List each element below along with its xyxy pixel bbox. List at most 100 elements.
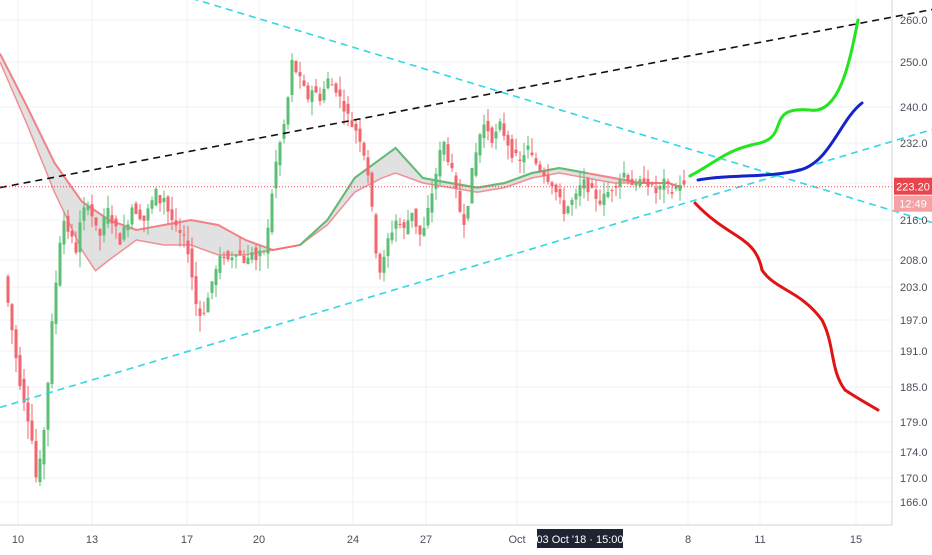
candle-body-134 — [538, 164, 542, 171]
candle-body-52 — [210, 281, 214, 293]
candle-body-38 — [154, 188, 158, 206]
candle-body-12 — [50, 321, 54, 385]
candle-body-131 — [526, 145, 530, 150]
x-tick-label-7: 8 — [685, 534, 691, 546]
x-tick-label-6: Oct — [508, 534, 525, 546]
candle-body-67 — [270, 193, 274, 233]
candle-body-159 — [638, 179, 642, 187]
candle-body-85 — [342, 100, 346, 112]
candle-body-2 — [10, 304, 14, 331]
candle-body-68 — [274, 161, 278, 189]
candle-body-103 — [414, 208, 418, 227]
y-tick-label-12: 240.0 — [900, 102, 928, 114]
candle-body-166 — [666, 181, 670, 184]
ema-band-fill — [0, 53, 682, 271]
y-tick-label-13: 250.0 — [900, 57, 928, 69]
candle-body-115 — [462, 214, 466, 225]
candle-body-86 — [346, 103, 350, 114]
candle-body-4 — [18, 355, 22, 387]
candle-body-93 — [374, 214, 378, 254]
candle-body-44 — [178, 230, 182, 233]
y-tick-label-8: 208.0 — [900, 255, 928, 267]
candle-body-56 — [226, 251, 230, 260]
candle-body-72 — [290, 59, 294, 96]
candle-body-143 — [574, 193, 578, 200]
candle-body-148 — [594, 189, 598, 199]
candle-body-161 — [646, 178, 650, 187]
candle-body-22 — [90, 204, 94, 217]
candle-body-122 — [490, 127, 494, 143]
x-tick-label-4: 24 — [347, 534, 359, 546]
candle-body-19 — [78, 222, 82, 253]
candle-body-118 — [474, 152, 478, 176]
candle-body-25 — [102, 216, 106, 236]
candle-body-140 — [562, 200, 566, 215]
candle-body-168 — [674, 186, 678, 189]
trendline-black-upper — [0, 8, 932, 189]
candle-body-104 — [418, 225, 422, 235]
trendline-cyan-descending — [194, 0, 932, 224]
candle-body-145 — [582, 179, 586, 189]
crosshair-time-badge — [537, 529, 623, 548]
candle-body-76 — [306, 85, 310, 100]
trendline-cyan-ascending — [0, 128, 932, 409]
candle-body-33 — [134, 203, 138, 215]
candle-body-123 — [494, 131, 498, 139]
candle-body-11 — [46, 382, 50, 430]
candle-body-101 — [406, 220, 410, 234]
candle-body-105 — [422, 227, 426, 236]
candle-body-74 — [298, 72, 302, 77]
candle-body-36 — [146, 208, 150, 221]
last-price-label: 223.20 — [896, 182, 930, 194]
candle-body-30 — [122, 226, 126, 240]
candle-body-94 — [378, 253, 382, 273]
forecast-bearish-curve — [693, 201, 880, 412]
candle-body-98 — [394, 220, 398, 229]
y-tick-label-0: 166.0 — [900, 497, 928, 509]
candle-body-69 — [278, 142, 282, 166]
candle-body-16 — [66, 215, 70, 232]
y-tick-label-2: 174.0 — [900, 447, 928, 459]
candle-body-150 — [602, 193, 606, 206]
candle-body-142 — [570, 200, 574, 205]
candle-body-126 — [506, 135, 510, 146]
candle-body-96 — [386, 238, 390, 257]
candle-body-14 — [58, 242, 62, 286]
candle-body-59 — [238, 250, 242, 255]
x-tick-label-8: 11 — [754, 534, 765, 546]
candle-body-99 — [398, 223, 402, 226]
candle-body-160 — [642, 178, 646, 183]
ema-fast-green-segment — [299, 146, 587, 246]
candle-body-9 — [38, 458, 42, 482]
candle-body-21 — [86, 205, 90, 211]
candle-body-41 — [166, 196, 170, 212]
x-tick-label-5: 27 — [420, 534, 432, 546]
y-tick-label-3: 179.0 — [900, 417, 928, 429]
candle-body-10 — [42, 430, 46, 465]
y-tick-label-7: 203.0 — [900, 282, 928, 294]
candle-body-112 — [450, 162, 454, 169]
y-tick-label-6: 197.0 — [900, 315, 928, 327]
candle-body-144 — [578, 185, 582, 197]
candle-body-6 — [26, 402, 30, 422]
candle-body-136 — [546, 174, 550, 182]
x-tick-label-2: 17 — [181, 534, 193, 546]
candle-body-80 — [322, 88, 326, 101]
candle-body-149 — [598, 200, 602, 205]
candle-body-133 — [534, 158, 538, 164]
candle-body-127 — [510, 138, 514, 158]
candle-body-129 — [518, 159, 522, 161]
candle-body-87 — [350, 120, 354, 127]
candle-body-61 — [246, 257, 250, 265]
candle-body-7 — [30, 420, 34, 441]
y-tick-label-1: 170.0 — [900, 473, 928, 485]
candle-body-3 — [14, 329, 18, 359]
candle-body-146 — [586, 178, 590, 193]
candle-body-65 — [262, 250, 266, 252]
candle-body-167 — [670, 192, 674, 194]
candle-body-138 — [554, 184, 558, 193]
candle-body-147 — [590, 183, 594, 188]
candle-body-31 — [126, 224, 130, 231]
candle-body-39 — [158, 195, 162, 204]
